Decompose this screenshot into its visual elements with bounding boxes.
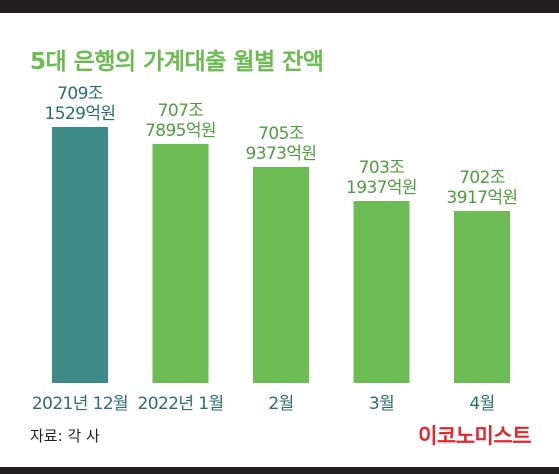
category-label-1: 2022년 1월 [138, 394, 224, 414]
category-label-3: 3월 [369, 394, 394, 414]
data-label-1-1: 7895억원 [145, 121, 216, 141]
data-label-4-1: 3917억원 [447, 188, 518, 208]
bar-1 [152, 143, 209, 383]
brand-logo: 이코노미스트 [418, 424, 531, 448]
bottom-rule [0, 467, 559, 474]
data-label-1-0: 707조 [158, 101, 204, 121]
bar-2 [253, 166, 309, 383]
source-note: 자료: 각 사 [30, 427, 100, 445]
top-rule [0, 0, 559, 13]
data-label-0-1: 1529억원 [45, 104, 116, 124]
bar-3 [353, 201, 410, 383]
category-label-4: 4월 [469, 394, 494, 414]
category-label-0: 2021년 12월 [32, 394, 128, 414]
data-label-4-0: 702조 [459, 168, 505, 188]
bar-4 [454, 211, 510, 383]
bar-0 [52, 127, 108, 383]
data-label-3-0: 703조 [359, 158, 405, 178]
data-label-3-1: 1937억원 [346, 178, 417, 198]
category-label-2: 2월 [268, 394, 293, 414]
data-label-2-0: 705조 [258, 124, 304, 144]
chart-title: 5대 은행의 가계대출 월별 잔액 [30, 49, 324, 75]
data-label-0-0: 709조 [57, 84, 103, 104]
data-label-2-1: 9373억원 [246, 144, 317, 164]
